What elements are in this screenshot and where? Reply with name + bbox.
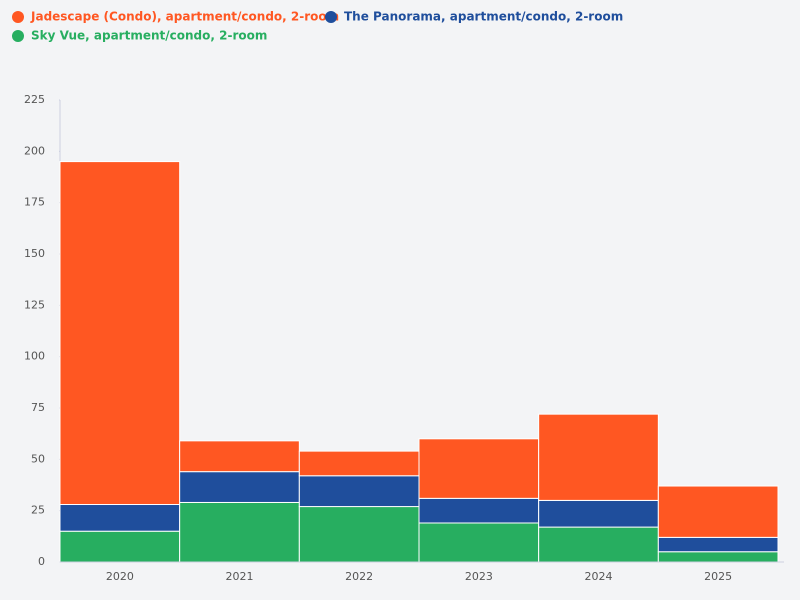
x-tick-label: 2023 bbox=[465, 570, 493, 583]
bar-segment bbox=[657, 485, 779, 538]
y-tick-label: 150 bbox=[24, 247, 45, 260]
legend-marker[interactable] bbox=[12, 30, 24, 42]
bar-segment bbox=[538, 526, 659, 563]
bar-segment bbox=[59, 161, 181, 506]
legend-marker[interactable] bbox=[325, 11, 337, 23]
bar-segment bbox=[418, 497, 540, 524]
y-tick-label: 175 bbox=[24, 196, 45, 209]
bar-segment bbox=[59, 504, 181, 532]
bar-segment bbox=[179, 440, 300, 473]
bar-segment bbox=[538, 499, 659, 528]
bar-segment bbox=[538, 413, 659, 501]
legend-label: Sky Vue, apartment/condo, 2-room bbox=[31, 29, 267, 43]
bar-segment bbox=[657, 536, 779, 553]
y-tick-label: 0 bbox=[38, 555, 45, 568]
legend-marker[interactable] bbox=[12, 11, 24, 23]
legend-label: Jadescape (Condo), apartment/condo, 2-ro… bbox=[30, 10, 339, 24]
bar-segment bbox=[418, 438, 540, 499]
bar-segment bbox=[657, 551, 779, 563]
x-tick-label: 2022 bbox=[345, 570, 373, 583]
bar-segment bbox=[298, 475, 420, 508]
bar-segment bbox=[59, 530, 181, 563]
legend-label: The Panorama, apartment/condo, 2-room bbox=[344, 10, 623, 24]
x-tick-label: 2020 bbox=[106, 570, 134, 583]
y-tick-label: 25 bbox=[31, 504, 45, 517]
y-tick-label: 125 bbox=[24, 298, 45, 311]
y-tick-label: 75 bbox=[31, 401, 45, 414]
bar-segment bbox=[418, 522, 540, 563]
bar-segment bbox=[298, 506, 420, 563]
y-tick-label: 50 bbox=[31, 452, 45, 465]
y-tick-label: 100 bbox=[24, 350, 45, 363]
bar-segment bbox=[179, 471, 300, 503]
bar-segment bbox=[298, 450, 420, 477]
y-tick-label: 225 bbox=[24, 93, 45, 106]
x-tick-label: 2021 bbox=[226, 570, 254, 583]
y-tick-label: 200 bbox=[24, 144, 45, 157]
x-tick-label: 2024 bbox=[585, 570, 613, 583]
bar-segment bbox=[179, 501, 300, 563]
x-tick-label: 2025 bbox=[704, 570, 732, 583]
